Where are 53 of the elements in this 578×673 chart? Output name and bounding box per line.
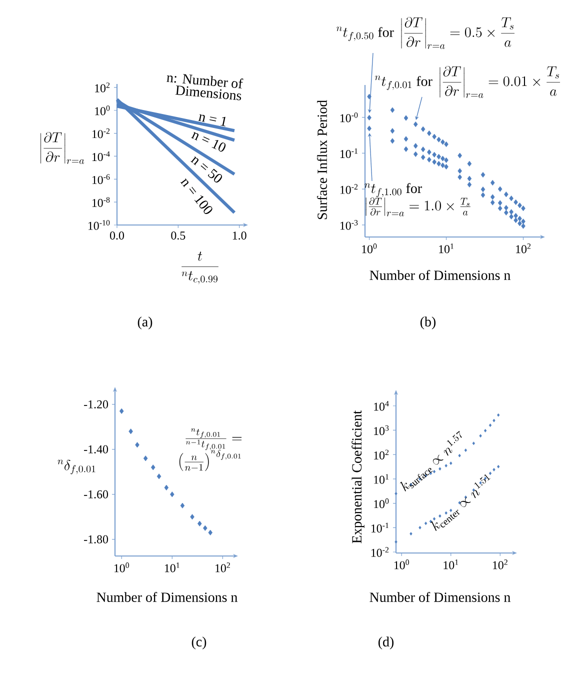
x-axis-title: Number of Dimensions n (370, 592, 510, 602)
y-tick-label: 10$^{-2}$ (92, 128, 110, 138)
x-tick-label: 1.0 (232, 232, 246, 240)
text: ${}^{n}t_{f,0.50}\ \mathrm{for}\ \left|\frac{\partial T}{\partial r}\right|_{r=a}=0.5\times\frac{T_s}{a}$ (336, 16, 515, 49)
x-tick-label: 10$^{2}$ (516, 244, 531, 254)
y-tick-label: 10$^{1}$ (374, 474, 388, 484)
y-tick-label: 10$^{-8}$ (92, 197, 110, 207)
x-tick-label: 10$^{2}$ (492, 560, 508, 570)
y-axis-title: Exponential Coefficient (352, 410, 364, 544)
y-tick-label: 10$^{-3}$ (340, 220, 358, 230)
x-tick-label: 10$^{0}$ (394, 560, 410, 570)
text: n = 1 (198, 114, 226, 126)
y-tick-label: 10$^{-4}$ (92, 151, 110, 162)
x-tick-label: 10$^{0}$ (114, 562, 130, 572)
y-axis-title: $\left|\frac{\partial T}{\partial r}\right|_{r=a}$ (40, 132, 84, 164)
x-tick-label: 10$^{0}$ (362, 244, 377, 254)
text: (d) (378, 636, 394, 650)
y-tick-label: 10$^{-2}$ (340, 184, 358, 194)
y-tick-label: 10$^{3}$ (374, 425, 389, 436)
y-tick-label: 10$^{-2}$ (371, 547, 389, 557)
x-axis-title: $\frac{t}{{}^{n}t_{c,0.99}}$ (182, 252, 218, 284)
y-tick-label: 10$^{-1}$ (340, 148, 358, 158)
annotation: ${}^{n}t_{f,0.01}\ \mathrm{for}\ \left|\frac{\partial T}{\partial r}\right|_{r=a}=0.01\times\frac{T_s}{a}$ (375, 66, 560, 98)
x-axis-title: Number of Dimensions n (370, 270, 510, 280)
x-tick-label: 10$^{1}$ (439, 244, 454, 254)
text: (b) (420, 316, 436, 330)
x-tick-label: 0.0 (110, 232, 124, 240)
y-tick-label: -1.20 (84, 400, 108, 408)
annotation: $\begin{array}{l}{}^{n}t_{f,1.00}\ \mathrm{for}\\ \left|\frac{\partial T}{\partial r}\right|_{r=a}=1.0\times\frac{T_s}{a}\end{array}$ (364, 183, 470, 216)
y-tick-label: 10$^{-6}$ (92, 174, 110, 184)
y-tick-label: -1.60 (84, 490, 108, 498)
annotation: n: Number of Dimensions (166, 74, 244, 100)
y-tick-label: -1.80 (84, 535, 108, 544)
y-tick-label: 10$^{-10}$ (88, 220, 110, 230)
y-tick-label: 10$^{2}$ (95, 82, 110, 92)
x-tick-label: 10$^{1}$ (164, 562, 180, 572)
y-axis-title: Surface Influx Period (317, 100, 327, 220)
x-tick-label: 0.5 (171, 232, 186, 240)
annotation: $\begin{array}{r}\frac{{}^{n}t_{f,0.01}}{{}^{n-1}t_{f,0.01}}=\\ \left(\frac{n}{n-1}\right)^{{}^{n}\delta_{f,0.01}}\end{array}$ (179, 428, 242, 472)
x-tick-label: 10$^{1}$ (444, 560, 458, 570)
text: (a) (138, 316, 152, 330)
x-tick-label: 10$^{2}$ (216, 562, 230, 572)
y-tick-label: 10$^{4}$ (374, 401, 389, 411)
y-tick-label: 10$^{0}$ (95, 105, 110, 116)
text: n = 10 (191, 132, 226, 152)
y-tick-label: 10$^{2}$ (374, 450, 389, 460)
y-tick-label: -1.40 (84, 445, 108, 454)
y-tick-label: 10$^{-0}$ (340, 112, 358, 122)
text: (c) (192, 636, 206, 650)
x-axis-title: Number of Dimensions n (96, 592, 238, 602)
y-tick-label: 10$^{-1}$ (371, 522, 388, 532)
y-tick-label: 10$^{0}$ (374, 498, 389, 508)
y-axis-title: ${}^{n}\delta_{f,0.01}$ (58, 460, 96, 474)
